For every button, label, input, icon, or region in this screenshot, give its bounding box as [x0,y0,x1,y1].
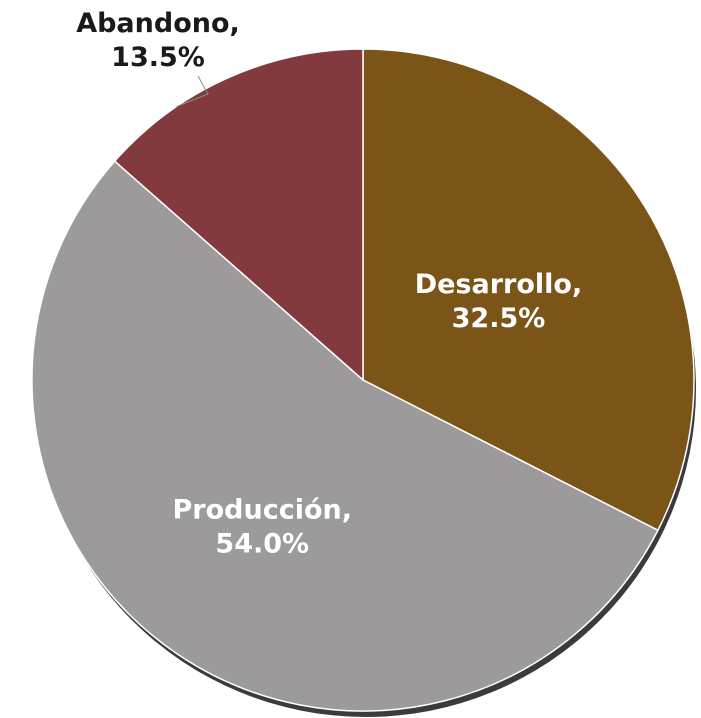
pie-slice-abandono [113,48,364,382]
slice-label-produccion: Producción, [173,494,353,525]
slice-value-desarrollo: 32.5% [452,303,546,334]
slice-value-abandono: 13.5% [111,42,205,73]
pie-slice-produccion [31,160,659,712]
leader-line-abandono [176,75,209,108]
slice-label-abandono: Abandono, [76,8,240,39]
slice-value-produccion: 54.0% [215,528,309,559]
pie-slice-desarrollo [362,48,695,532]
slice-label-desarrollo: Desarrollo, [415,269,583,300]
